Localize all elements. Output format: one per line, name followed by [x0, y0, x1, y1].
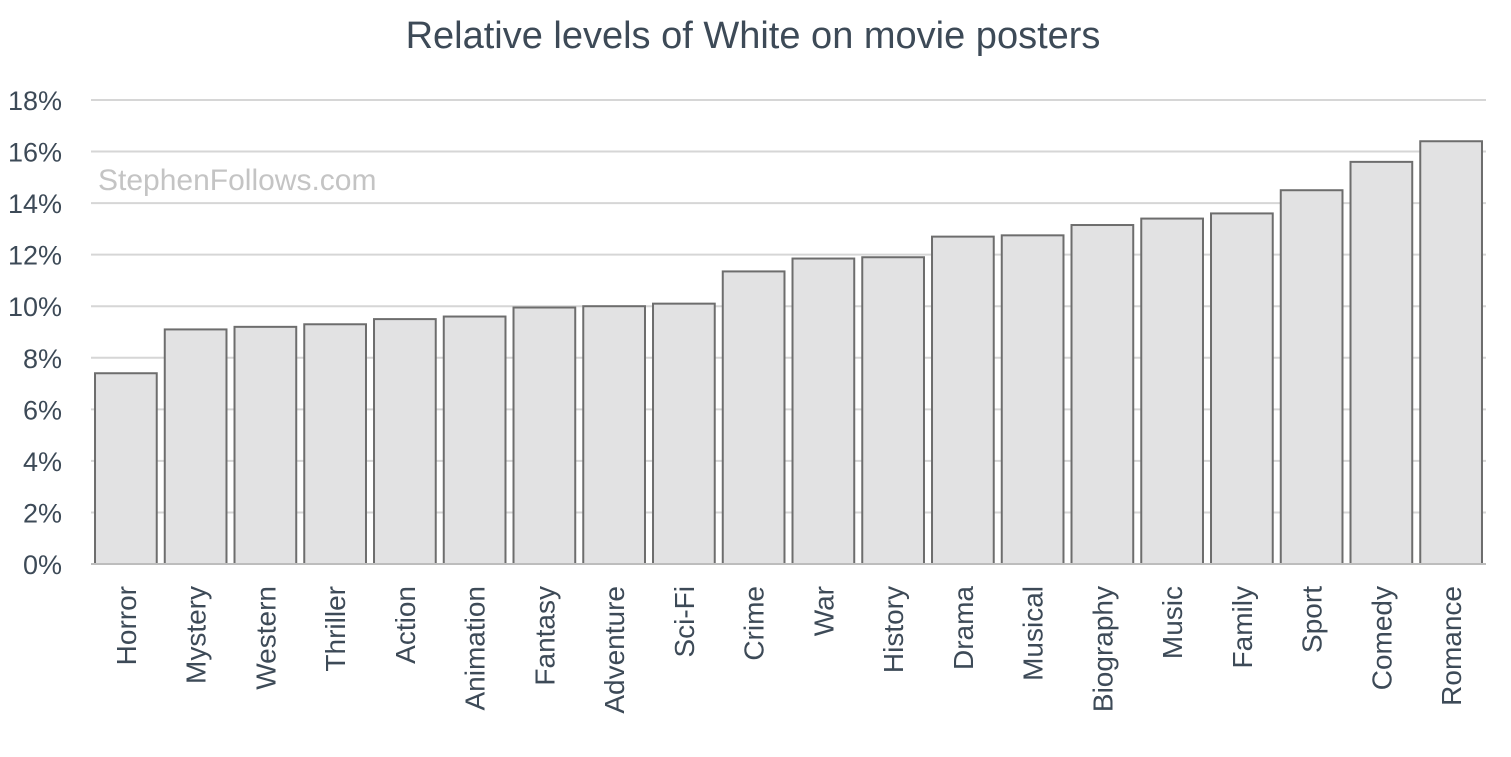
x-tick-label: Animation	[460, 586, 491, 711]
y-tick-label: 14%	[8, 189, 62, 219]
y-tick-label: 2%	[23, 498, 62, 528]
bar-drama	[931, 235, 995, 565]
y-tick-label: 10%	[8, 292, 62, 322]
y-tick-label: 8%	[23, 344, 62, 374]
x-tick-label: Biography	[1087, 586, 1118, 712]
x-tick-label: Sci-Fi	[669, 586, 700, 658]
x-tick-label: Family	[1227, 586, 1258, 668]
gridlines	[91, 99, 1486, 514]
y-tick-label: 18%	[8, 86, 62, 116]
bar-comedy	[1349, 160, 1414, 565]
y-axis-ticks: 0% 2% 4% 6% 8% 10% 12% 14% 16% 18%	[8, 86, 62, 580]
y-tick-label: 12%	[8, 241, 62, 271]
bar-music	[1140, 217, 1204, 565]
x-tick-label: Drama	[948, 586, 979, 670]
bar-animation	[442, 315, 507, 565]
x-tick-label: Crime	[739, 586, 770, 661]
bar-biography	[1070, 224, 1135, 565]
bar-fantasy	[512, 306, 577, 565]
bar-family	[1210, 212, 1274, 566]
y-tick-label: 0%	[23, 550, 62, 580]
bar-war	[791, 257, 856, 565]
x-tick-label: Fantasy	[529, 586, 560, 686]
x-axis-ticks: Horror Mystery Western Thriller Action Animat…	[111, 586, 1467, 714]
x-tick-label: Action	[390, 586, 421, 664]
bar-thriller	[303, 323, 367, 565]
y-tick-label: 16%	[8, 138, 62, 168]
x-tick-label: Musical	[1018, 586, 1049, 681]
bar-sci-fi	[652, 302, 716, 565]
x-tick-label: Romance	[1436, 586, 1467, 706]
bar-sport	[1279, 189, 1344, 565]
x-tick-label: Adventure	[599, 586, 630, 714]
x-tick-label: War	[808, 586, 839, 636]
bar-musical	[1000, 234, 1065, 565]
x-tick-label: Horror	[111, 586, 142, 665]
bar-action	[373, 318, 437, 565]
chart-title: Relative levels of White on movie poster…	[406, 15, 1101, 57]
y-tick-label: 4%	[23, 447, 62, 477]
watermark: StephenFollows.com	[98, 164, 376, 197]
bar-mystery	[163, 328, 228, 565]
x-tick-label: Comedy	[1366, 586, 1397, 690]
bar-adventure	[582, 305, 646, 565]
bar-western	[233, 325, 298, 565]
x-tick-label: Sport	[1297, 586, 1328, 653]
x-tick-label: Western	[250, 586, 281, 690]
bar-romance	[1419, 140, 1483, 565]
x-tick-label: History	[878, 586, 909, 673]
bars	[94, 140, 1483, 566]
x-tick-label: Music	[1157, 586, 1188, 659]
x-tick-label: Thriller	[320, 586, 351, 672]
y-tick-label: 6%	[23, 395, 62, 425]
bar-horror	[94, 372, 158, 565]
x-tick-label: Mystery	[181, 586, 212, 684]
bar-history	[861, 256, 925, 565]
bar-crime	[721, 270, 786, 565]
